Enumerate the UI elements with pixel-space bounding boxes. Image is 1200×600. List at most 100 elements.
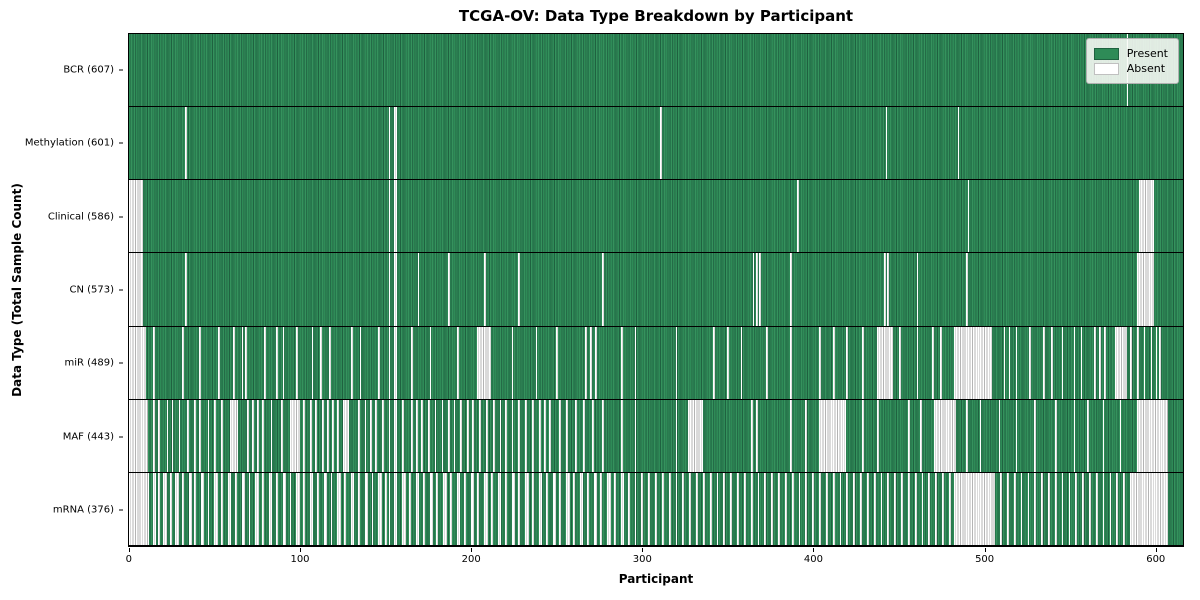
absent-stripe	[255, 472, 258, 545]
absent-stripe	[472, 472, 475, 545]
y-tick-label: Clinical (586)	[47, 211, 114, 223]
absent-stripe	[532, 399, 534, 472]
absent-stripe	[371, 472, 374, 545]
absent-stripe	[620, 326, 623, 399]
absent-stripe	[1073, 326, 1076, 399]
absent-stripe	[730, 472, 732, 545]
x-tick-mark	[128, 548, 130, 552]
absent-stripe	[393, 107, 398, 180]
x-tick-label: 500	[975, 554, 995, 565]
absent-stripe	[164, 472, 167, 545]
y-tick-mark	[119, 216, 123, 218]
absent-stripe	[778, 472, 780, 545]
absent-stripe	[388, 472, 391, 545]
x-tick-mark	[984, 548, 986, 552]
absent-stripe	[591, 399, 594, 472]
absent-stripe	[289, 472, 292, 545]
absent-stripe	[586, 472, 589, 545]
chart-title: TCGA-OV: Data Type Breakdown by Particip…	[458, 7, 854, 25]
absent-stripe	[1015, 326, 1018, 399]
absent-stripe	[129, 399, 148, 472]
absent-stripe	[477, 472, 480, 545]
absent-stripe	[1061, 326, 1064, 399]
data-row-clinical	[129, 180, 1183, 254]
absent-stripe	[422, 472, 425, 545]
absent-stripe	[357, 399, 360, 472]
absent-stripe	[152, 472, 155, 545]
absent-stripe	[839, 472, 842, 545]
x-tick-mark	[300, 548, 301, 552]
absent-stripe	[1130, 326, 1132, 399]
absent-stripe	[445, 472, 447, 545]
y-tick-mark	[119, 509, 123, 511]
absent-stripe	[1143, 326, 1146, 399]
absent-stripe	[873, 472, 876, 545]
absent-stripe	[190, 472, 193, 545]
absent-stripe	[175, 472, 177, 545]
absent-stripe	[417, 472, 420, 545]
absent-stripe	[310, 399, 312, 472]
absent-stripe	[942, 472, 944, 545]
absent-stripe	[1042, 326, 1045, 399]
absent-stripe	[1114, 326, 1127, 399]
absent-stripe	[441, 399, 444, 472]
y-tick-mark	[119, 362, 123, 364]
absent-stripe	[129, 253, 143, 326]
absent-stripe	[467, 399, 469, 472]
absent-stripe	[443, 472, 446, 545]
absent-stripe	[595, 326, 598, 399]
x-tick-mark	[1155, 548, 1157, 552]
absent-stripe	[369, 399, 372, 472]
absent-stripe	[217, 326, 220, 399]
absent-stripe	[448, 253, 451, 326]
absent-stripe	[518, 472, 521, 545]
data-row-mrna	[129, 472, 1183, 546]
absent-stripe	[1136, 399, 1168, 472]
absent-stripe	[275, 326, 278, 399]
absent-stripe	[417, 253, 420, 326]
absent-stripe	[270, 472, 273, 545]
absent-stripe	[607, 472, 610, 545]
absent-stripe	[421, 399, 423, 472]
absent-stripe	[511, 399, 514, 472]
absent-stripe	[614, 472, 616, 545]
absent-stripe	[270, 399, 273, 472]
absent-stripe	[158, 399, 160, 472]
absent-stripe	[948, 472, 951, 545]
absent-stripe	[316, 472, 319, 545]
present-swatch-icon	[1093, 47, 1119, 60]
absent-stripe	[559, 472, 562, 545]
absent-stripe	[388, 180, 391, 253]
absent-stripe	[791, 472, 794, 545]
absent-stripe	[668, 472, 671, 545]
absent-stripe	[381, 399, 384, 472]
absent-stripe	[388, 107, 391, 180]
y-tick-mark	[119, 436, 123, 438]
absent-stripe	[193, 472, 196, 545]
y-tick-labels: BCR (607) Methylation (601) Clinical (586)…	[0, 33, 124, 547]
absent-stripe	[207, 472, 210, 545]
absent-stripe	[187, 399, 189, 472]
absent-stripe	[566, 399, 569, 472]
absent-stripe	[1048, 472, 1050, 545]
absent-stripe	[246, 399, 249, 472]
absent-stripe	[740, 326, 743, 399]
absent-stripe	[221, 472, 223, 545]
absent-stripe	[332, 399, 334, 472]
absent-stripe	[702, 472, 705, 545]
absent-stripe	[185, 253, 188, 326]
absent-stripe	[819, 399, 847, 472]
absent-stripe	[877, 326, 893, 399]
absent-stripe	[245, 326, 247, 399]
absent-stripe	[429, 472, 432, 545]
absent-stripe	[303, 472, 305, 545]
absent-stripe	[1000, 472, 1002, 545]
absent-stripe	[1015, 399, 1018, 472]
absent-stripe	[595, 472, 598, 545]
data-row-maf	[129, 399, 1183, 473]
x-tick-mark	[813, 548, 815, 552]
absent-stripe	[687, 399, 703, 472]
absent-stripe	[359, 326, 362, 399]
absent-stripe	[450, 472, 452, 545]
absent-stripe	[129, 326, 147, 399]
